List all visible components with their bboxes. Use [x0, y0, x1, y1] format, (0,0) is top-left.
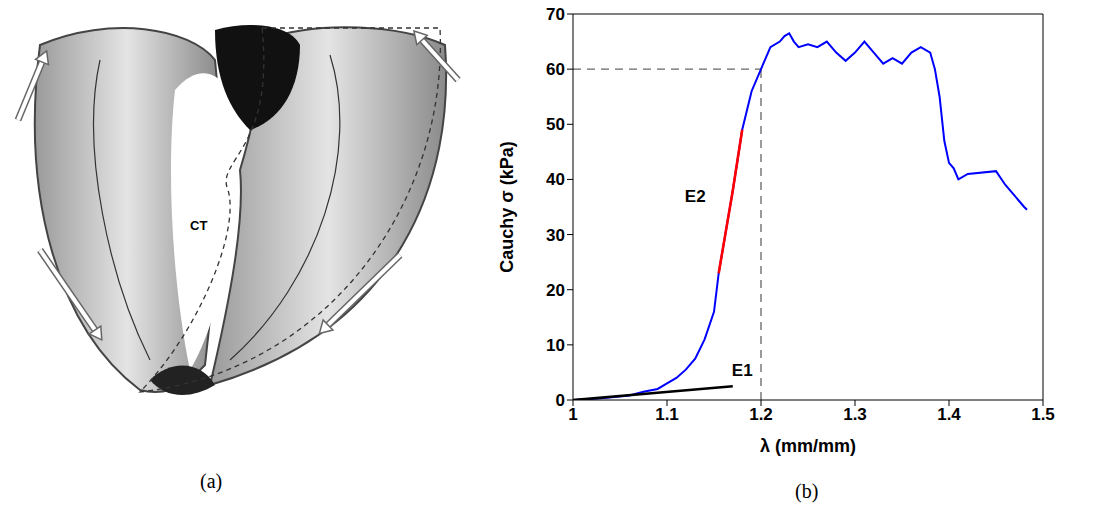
svg-text:0: 0 — [556, 391, 565, 410]
svg-text:20: 20 — [546, 281, 565, 300]
svg-text:10: 10 — [546, 336, 565, 355]
svg-text:1.3: 1.3 — [843, 405, 867, 424]
svg-text:50: 50 — [546, 115, 565, 134]
svg-text:40: 40 — [546, 170, 565, 189]
svg-text:70: 70 — [546, 5, 565, 24]
svg-text:E1: E1 — [732, 361, 753, 380]
svg-text:30: 30 — [546, 226, 565, 245]
svg-text:λ (mm/mm): λ (mm/mm) — [760, 436, 856, 456]
svg-text:1.1: 1.1 — [655, 405, 679, 424]
svg-text:1.2: 1.2 — [749, 405, 773, 424]
html-text:(a): (a) — [200, 470, 223, 492]
svg-text:1: 1 — [568, 405, 577, 424]
svg-text:60: 60 — [546, 60, 565, 79]
html-text:(b): (b) — [795, 480, 819, 502]
svg-text:E2: E2 — [685, 187, 706, 206]
svg-text:1.4: 1.4 — [937, 405, 961, 424]
svg-text:Cauchy σ (kPa): Cauchy σ (kPa) — [497, 141, 517, 272]
svg-text:1.5: 1.5 — [1031, 405, 1055, 424]
svg-text:CT: CT — [190, 218, 207, 233]
